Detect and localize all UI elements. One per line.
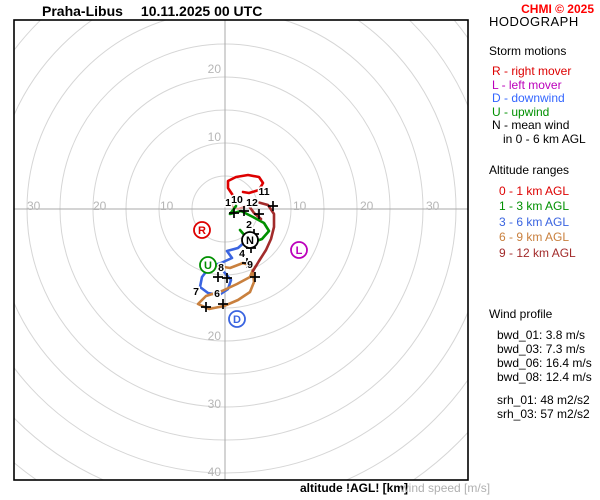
altitude-label-9: 9	[247, 259, 253, 271]
altitude-label-10: 10	[231, 194, 243, 206]
svg-text:30: 30	[208, 397, 222, 411]
altitude-label-12: 12	[246, 197, 258, 209]
page-title: Praha-Libus 10.11.2025 00 UTC	[42, 3, 262, 19]
speed-rings	[14, 20, 468, 480]
altitude-label-4: 4	[239, 248, 245, 260]
wind-profile-bwd-06: bwd_06: 16.4 m/s	[497, 356, 592, 370]
altitude-label-6: 6	[214, 288, 220, 300]
svg-text:40: 40	[208, 465, 222, 479]
storm-marker-letter-R: R	[198, 225, 206, 237]
legend-alt-6-9: 6 - 9 km AGL	[499, 230, 570, 244]
svg-text:10: 10	[208, 130, 222, 144]
storm-motion-markers: R N L U D	[193, 221, 308, 328]
trace-segment-0-1km	[226, 173, 265, 199]
storm-marker-letter-N: N	[246, 235, 254, 247]
altitude-cross-11	[268, 201, 278, 211]
legend-alt-9-12: 9 - 12 km AGL	[499, 245, 576, 260]
altitude-cross-4	[242, 258, 252, 268]
panel-title: HODOGRAPH	[489, 14, 579, 29]
legend-right-mover: R - right mover	[492, 64, 572, 78]
legend-alt-3-6: 3 - 6 km AGL	[499, 214, 570, 229]
svg-text:10: 10	[293, 199, 307, 213]
storm-marker-circle-U	[199, 256, 217, 274]
altitude-cross-12	[254, 209, 264, 219]
wind-profile-bwd-08: bwd_08: 12.4 m/s	[497, 370, 592, 384]
svg-text:20: 20	[93, 199, 107, 213]
legend-panel: HODOGRAPH Storm motions R - right mover …	[489, 14, 599, 421]
altitude-cross-7	[201, 302, 211, 312]
storm-marker-circle-N	[241, 231, 259, 249]
storm-marker-letter-U: U	[204, 260, 212, 272]
observation-datetime: 10.11.2025 00 UTC	[140, 3, 263, 19]
altitude-ranges-heading: Altitude ranges	[489, 162, 570, 177]
copyright-notice: CHMI © 2025	[521, 2, 594, 16]
svg-text:30: 30	[426, 199, 440, 213]
svg-text:20: 20	[208, 62, 222, 76]
legend-upwind: U - upwind	[492, 104, 550, 119]
trace-segment-overlap-halo	[230, 199, 253, 210]
altitude-cross-8	[222, 273, 232, 283]
wind-profile-bwd-01: bwd_01: 3.8 m/s	[497, 328, 586, 342]
storm-marker-circle-R	[193, 221, 211, 239]
trace-segment-9-12km	[247, 200, 276, 273]
plot-area: 3020101020302010203040123456789101112RNL…	[14, 20, 468, 480]
wind-profile-srh-03: srh_03: 57 m2/s2	[497, 407, 590, 421]
altitude-label-2: 2	[246, 219, 252, 231]
ring-labels: 30 20 10 10 20 30 20 10 20 30 40	[27, 62, 440, 479]
wind-profile-heading: Wind profile	[489, 307, 553, 321]
svg-text:20: 20	[360, 199, 374, 213]
altitude-cross-5	[213, 272, 223, 282]
legend-alt-0-1: 0 - 1 km AGL	[499, 183, 570, 198]
legend-mean-wind-note: in 0 - 6 km AGL	[503, 131, 586, 146]
legend-mean-wind: N - mean wind	[492, 118, 570, 132]
altitude-label-7: 7	[193, 286, 199, 298]
legend-alt-1-3: 1 - 3 km AGL	[499, 199, 570, 213]
storm-marker-letter-L: L	[296, 245, 303, 257]
altitude-label-11: 11	[258, 186, 269, 198]
station-name: Praha-Libus	[42, 3, 123, 19]
altitude-axis-caption: altitude !AGL! [km]	[300, 481, 408, 495]
plot-frame	[13, 19, 469, 481]
legend-left-mover: L - left mover	[492, 77, 562, 92]
altitude-cross-9	[250, 272, 260, 282]
altitude-cross-6	[218, 299, 228, 309]
storm-marker-circle-L	[290, 241, 308, 259]
wind-speed-axis-caption: wind speed [m/s]	[400, 481, 491, 495]
legend-downwind: D - downwind	[492, 91, 565, 105]
storm-motions-heading: Storm motions	[489, 44, 567, 58]
wind-profile-srh-01: srh_01: 48 m2/s2	[497, 393, 590, 407]
storm-marker-letter-D: D	[233, 314, 241, 326]
altitude-label-1: 1	[225, 197, 231, 209]
wind-profile-bwd-03: bwd_03: 7.3 m/s	[497, 342, 586, 356]
trace-segment-3-6km	[198, 239, 248, 297]
svg-text:20: 20	[208, 329, 222, 343]
svg-text:10: 10	[160, 199, 174, 213]
altitude-cross-10	[239, 206, 249, 216]
svg-text:30: 30	[27, 199, 41, 213]
altitude-label-8: 8	[218, 262, 224, 274]
storm-marker-circle-D	[228, 310, 246, 328]
altitude-cross-1	[229, 208, 239, 218]
